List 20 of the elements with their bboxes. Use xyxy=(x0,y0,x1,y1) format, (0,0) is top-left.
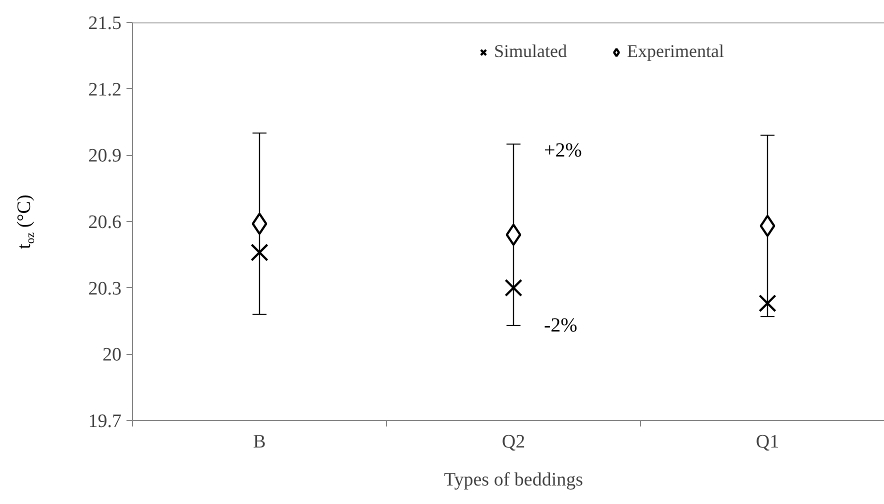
y-tick-label: 21.2 xyxy=(88,79,122,100)
point xyxy=(250,244,268,262)
y-tick-label: 19.7 xyxy=(88,411,122,432)
y-tick-label: 20.3 xyxy=(88,278,122,300)
point xyxy=(252,212,268,235)
y-tick-label: 21.5 xyxy=(88,13,122,34)
annotation: -2% xyxy=(544,314,578,336)
x-tick-label: B xyxy=(253,432,266,452)
x-tick-label: Q2 xyxy=(502,432,526,452)
point xyxy=(758,294,776,312)
y-tick-label: 20.6 xyxy=(88,212,122,233)
point xyxy=(504,278,522,297)
annotation: +2% xyxy=(544,140,582,162)
y-tick-label: 20.9 xyxy=(88,146,122,167)
y-tick-label: 20 xyxy=(102,344,122,366)
x-axis-title: Types of beddings xyxy=(444,470,584,490)
legend-label: Simulated xyxy=(494,41,567,62)
legend-label: Experimental xyxy=(627,41,724,62)
point xyxy=(506,224,522,246)
x-tick-label: Q1 xyxy=(756,432,780,452)
